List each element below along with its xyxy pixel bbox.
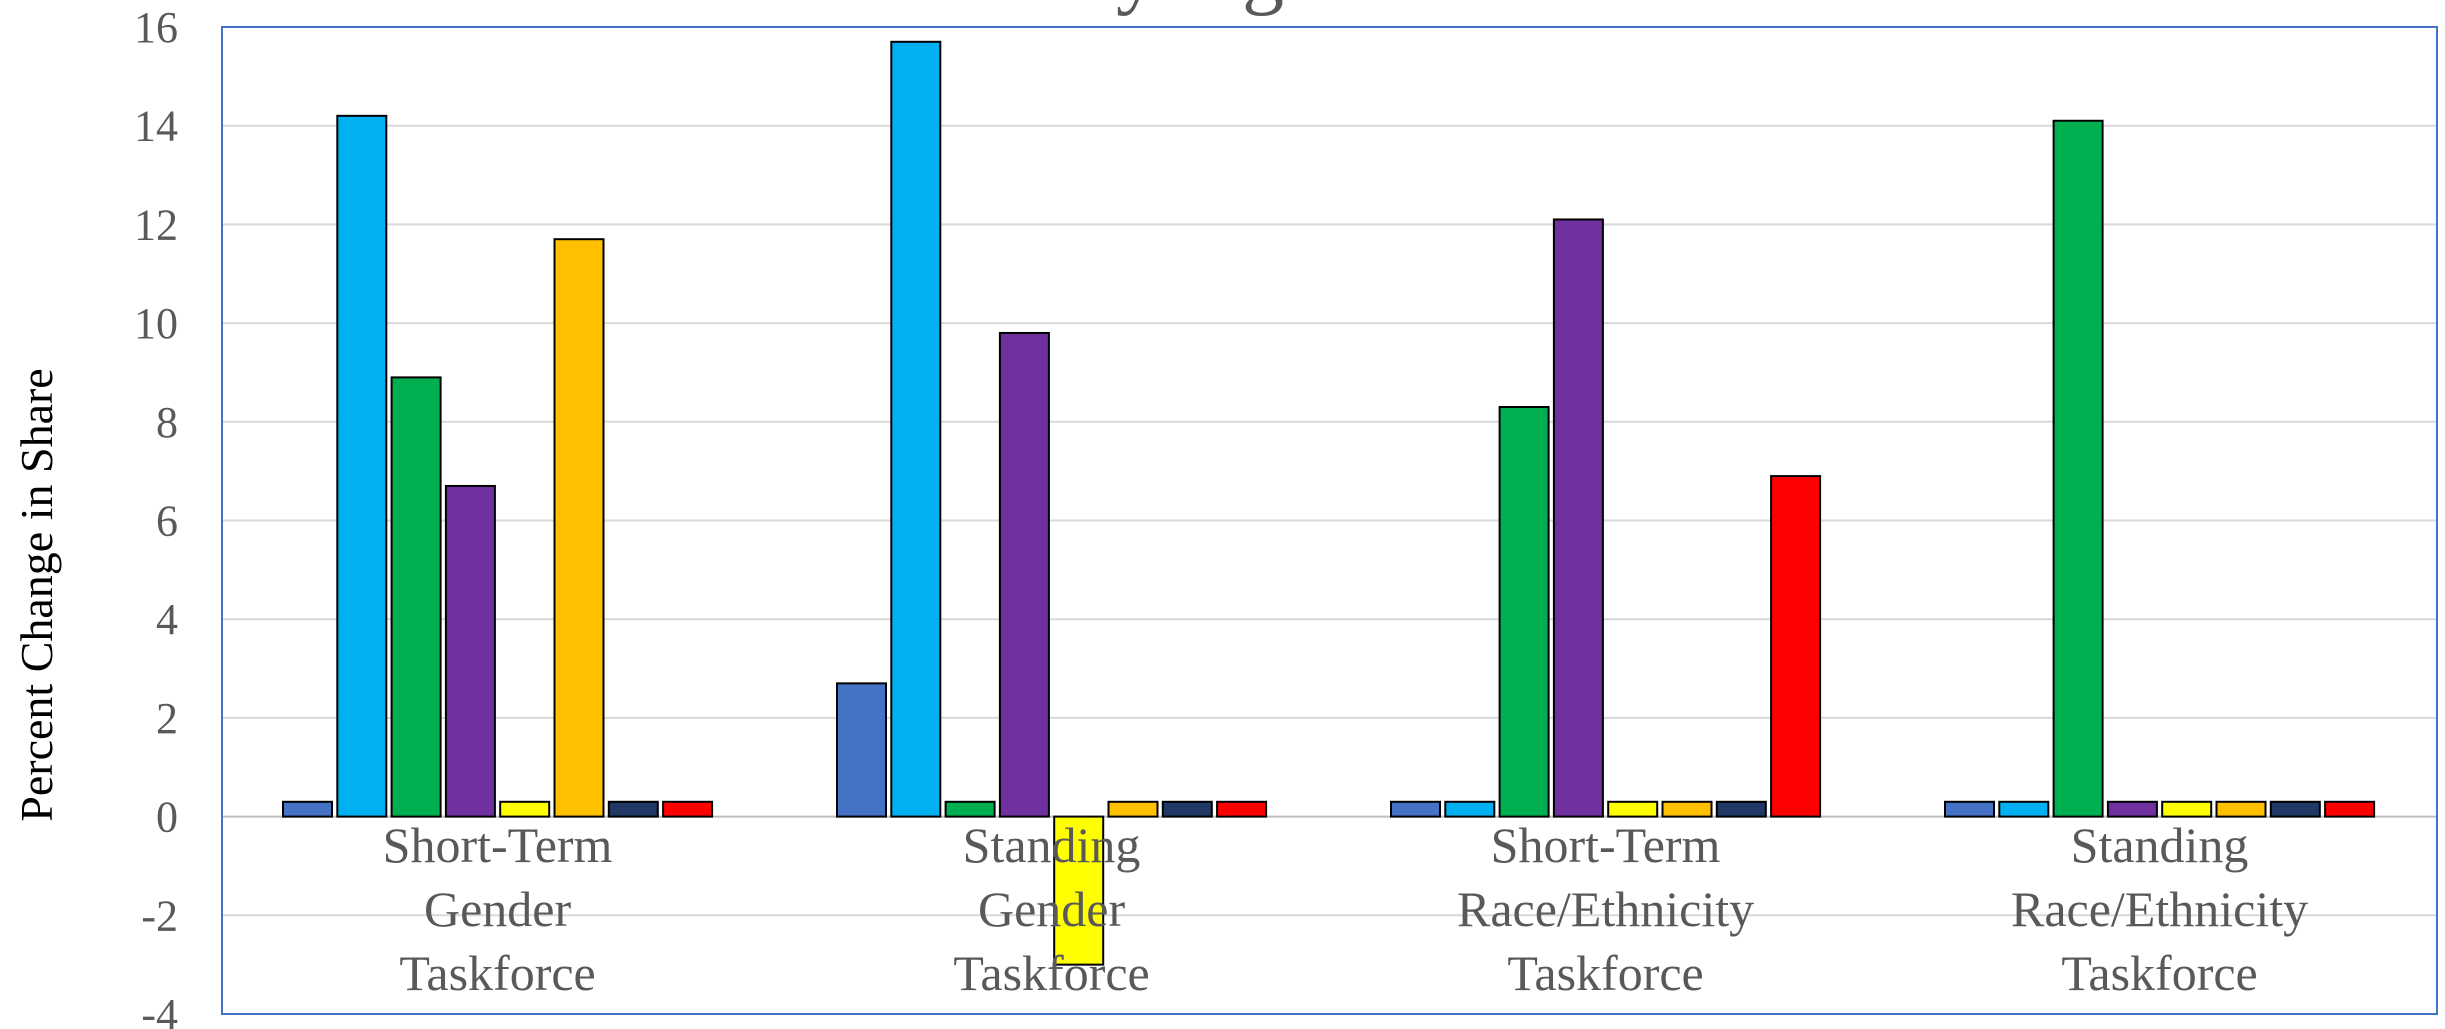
chart-title: ...y ...g... xyxy=(1053,0,1347,17)
x-category-label: Standing xyxy=(963,817,1141,873)
x-category-label: Taskforce xyxy=(953,945,1149,1001)
plot-area-frame xyxy=(221,26,2438,1015)
x-category-label: Gender xyxy=(978,881,1125,937)
bar xyxy=(444,484,496,818)
bars xyxy=(282,40,2376,966)
bar xyxy=(607,800,659,818)
bar xyxy=(1444,800,1496,818)
y-tick-label: -4 xyxy=(141,990,178,1029)
x-category-label: Gender xyxy=(424,881,571,937)
bar xyxy=(282,800,333,818)
bar xyxy=(1944,800,1995,818)
bar xyxy=(944,800,996,818)
x-category-label: Taskforce xyxy=(2061,945,2257,1001)
y-axis-label: Percent Change in Share xyxy=(11,368,62,821)
y-tick-label: 8 xyxy=(156,398,178,447)
y-tick-label: 10 xyxy=(134,299,178,348)
bar xyxy=(890,40,942,818)
x-category-label: Taskforce xyxy=(399,945,595,1001)
x-category-label: Short-Term xyxy=(383,817,613,873)
bar xyxy=(336,114,388,818)
bar xyxy=(1552,218,1604,818)
x-category-label: Race/Ethnicity xyxy=(2011,881,2308,937)
bar xyxy=(2324,800,2376,818)
bar xyxy=(2215,800,2267,818)
bar xyxy=(1661,800,1713,818)
y-tick-label: 0 xyxy=(156,793,178,842)
x-category-label: Race/Ethnicity xyxy=(1457,881,1754,937)
bar xyxy=(2269,800,2321,818)
bar xyxy=(1607,800,1659,818)
bar xyxy=(2106,800,2158,818)
bar xyxy=(2161,800,2213,818)
bar xyxy=(1390,800,1441,818)
bar xyxy=(2052,119,2104,818)
y-tick-label: 6 xyxy=(156,497,178,546)
y-tick-label: 4 xyxy=(156,595,178,644)
bar xyxy=(1998,800,2050,818)
bar xyxy=(390,376,442,818)
bar xyxy=(499,800,551,818)
x-category-label: Short-Term xyxy=(1491,817,1721,873)
bar xyxy=(1770,475,1822,818)
x-category-label: Taskforce xyxy=(1507,945,1703,1001)
bar xyxy=(1498,405,1550,818)
bar xyxy=(1107,800,1159,818)
y-tick-label: 12 xyxy=(134,200,178,249)
y-tick-label: -2 xyxy=(141,891,178,940)
bar xyxy=(553,238,605,818)
bar xyxy=(836,682,887,818)
y-tick-label: 2 xyxy=(156,694,178,743)
y-tick-label: 16 xyxy=(134,3,178,52)
x-axis-category-labels: Short-Term Gender Taskforce Standing Gender T… xyxy=(383,817,2308,1001)
bar xyxy=(1053,815,1105,966)
bar xyxy=(1216,800,1268,818)
bar xyxy=(662,800,714,818)
bar xyxy=(1715,800,1767,818)
x-category-label: Standing xyxy=(2071,817,2249,873)
y-tick-label: 14 xyxy=(134,102,178,151)
bar xyxy=(1161,800,1213,818)
y-axis-ticks: -4 -2 0 2 4 6 8 10 12 14 16 xyxy=(134,3,178,1029)
bar xyxy=(998,331,1050,818)
